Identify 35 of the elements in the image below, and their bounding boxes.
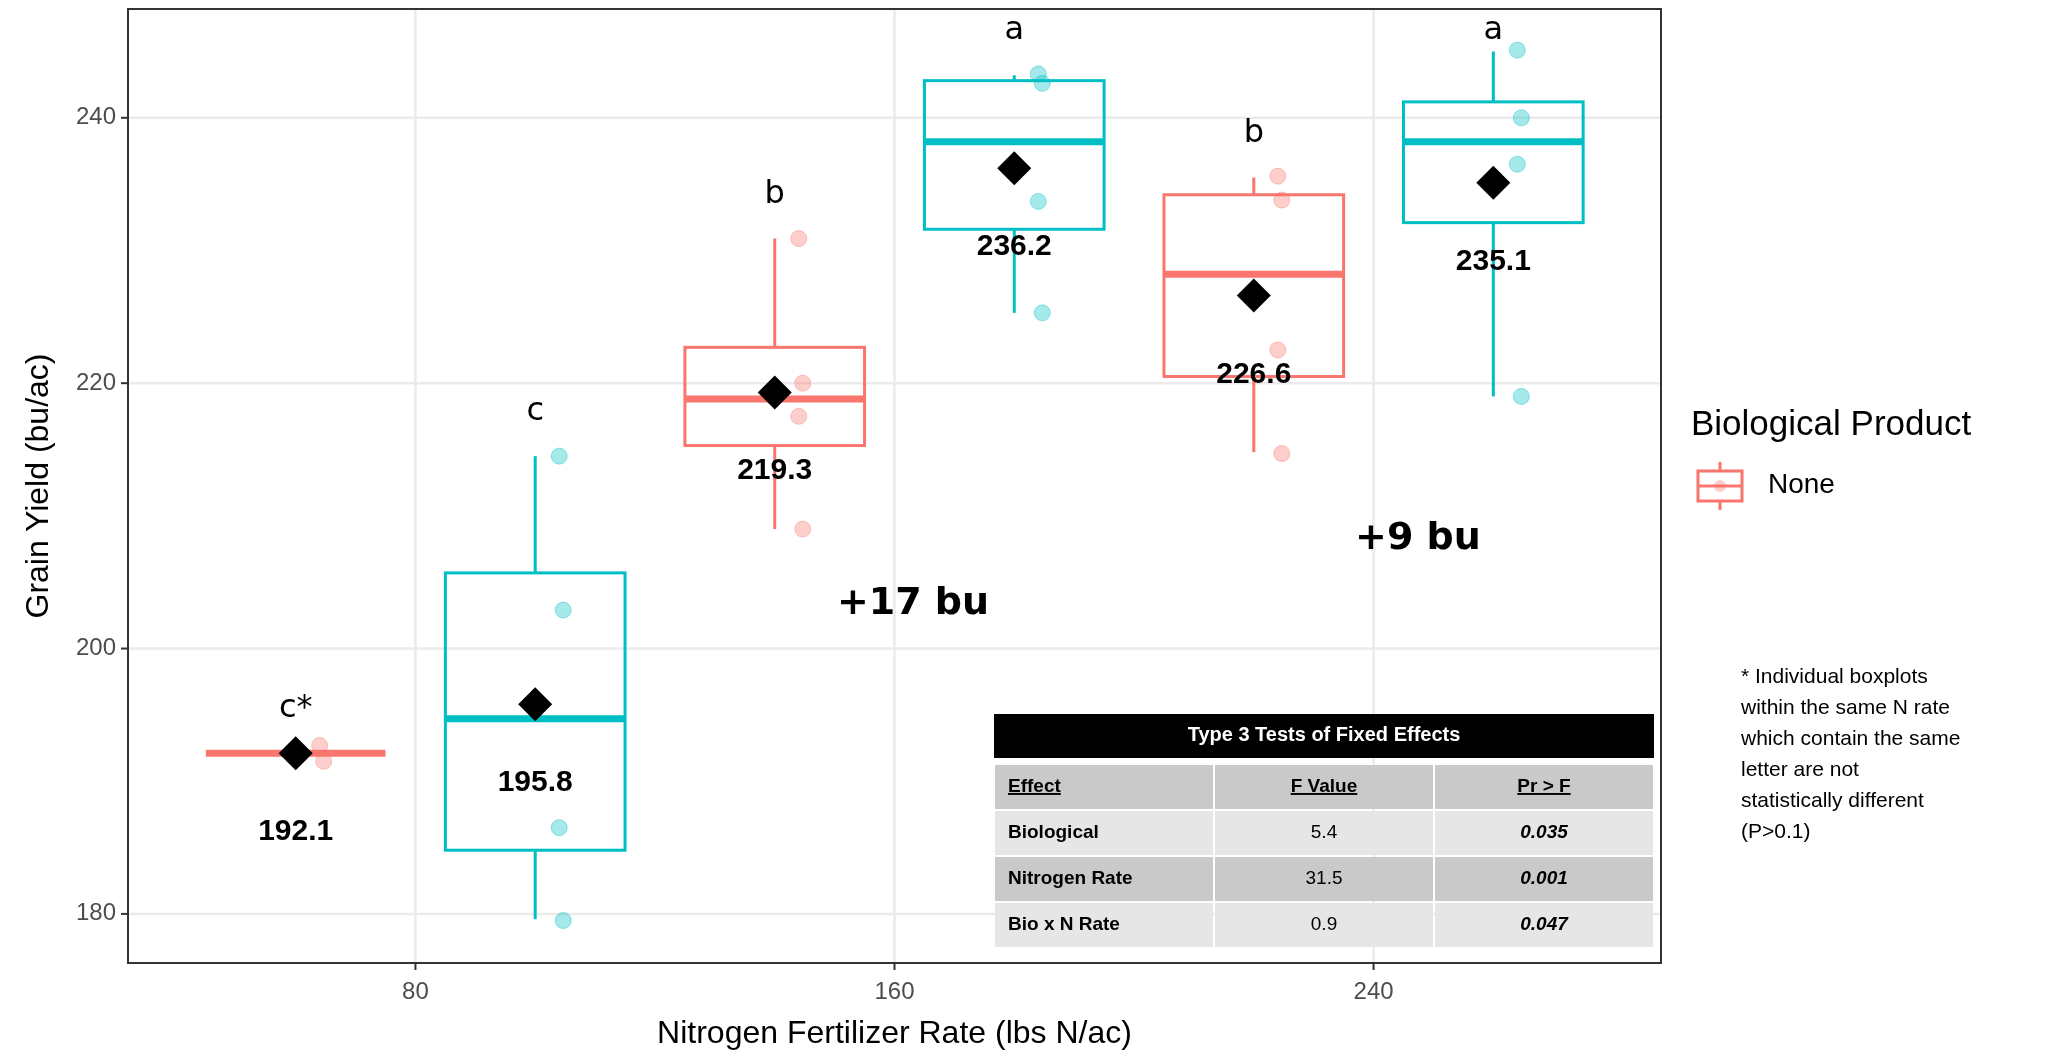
- legend-label: None: [1768, 468, 1835, 500]
- annotation: 0.001: [1520, 867, 1568, 889]
- annotation: 0.9: [1310, 913, 1338, 935]
- y-tick-label: 200: [75, 632, 116, 660]
- x-axis-title: Nitrogen Fertilizer Rate (lbs N/ac): [657, 1014, 1132, 1051]
- annotation: Pr > F: [1517, 775, 1571, 797]
- text: 192.1: [258, 813, 334, 847]
- legend-title: Biological Product: [1691, 403, 1972, 443]
- y-tick-label: 220: [75, 367, 116, 395]
- annotation: a: [1004, 9, 1025, 48]
- annotation: 0.047: [1520, 913, 1570, 935]
- x-tick-label: 160: [874, 977, 915, 1005]
- annotation: Nitrogen Rate: [1008, 867, 1133, 889]
- annotation: Effect: [1008, 775, 1062, 797]
- annotation: Type 3 Tests of Fixed Effects: [1187, 723, 1461, 746]
- text: 195.8: [497, 764, 573, 798]
- annotation: +9 bu: [1355, 513, 1481, 558]
- y-axis-title: Grain Yield (bu/ac): [19, 353, 56, 619]
- annotation: F Value: [1290, 775, 1358, 797]
- annotation: c: [526, 390, 544, 429]
- annotation: 31.5: [1305, 867, 1343, 889]
- x-tick-label: 240: [1353, 977, 1394, 1005]
- annotation: a: [1483, 9, 1504, 47]
- annotation: b: [1243, 111, 1264, 150]
- annotation: Biological: [1008, 821, 1099, 843]
- annotation: 5.4: [1310, 821, 1338, 843]
- annotation: 0.035: [1520, 821, 1569, 843]
- x-tick-label: 80: [402, 977, 429, 1005]
- y-tick-label: 180: [75, 898, 116, 926]
- annotation: c*: [278, 687, 313, 726]
- annotation: +17 bu: [836, 578, 990, 623]
- y-tick-label: 240: [75, 102, 116, 130]
- annotation: b: [764, 172, 785, 211]
- text: * Individual boxplots within the same N rate which contain the same letter are not statistically different (P>0.1): [1740, 664, 1961, 842]
- annotation: Bio x N Rate: [1008, 913, 1120, 935]
